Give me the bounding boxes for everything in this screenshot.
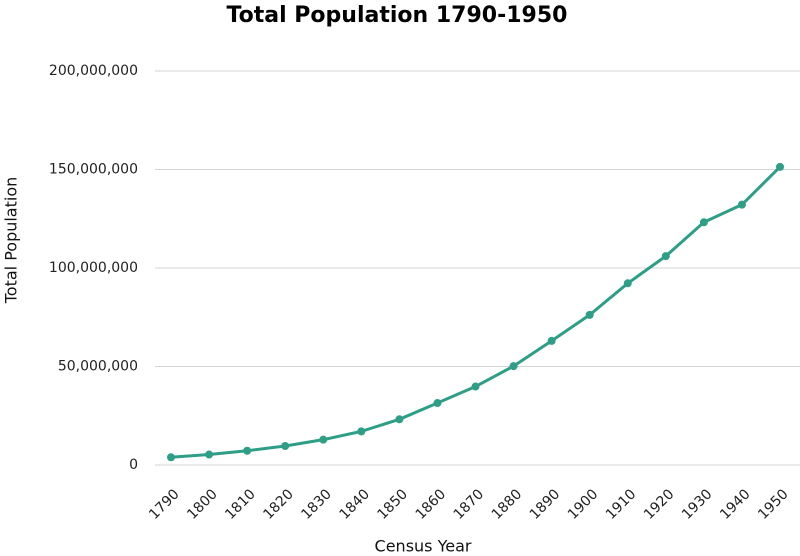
x-tick-label: 1850 [375,486,412,523]
point [585,310,594,319]
chart-title: Total Population 1790-1950 [227,3,568,28]
point [699,218,708,227]
point [281,442,290,451]
x-tick-label: 1870 [451,486,488,523]
x-tick-label: 1950 [755,486,792,523]
y-tick-label: 0 [129,457,138,473]
point [319,435,328,444]
x-tick-label: 1840 [336,486,373,523]
point [243,446,252,455]
y-tick-label: 150,000,000 [49,162,138,178]
point [623,279,632,288]
x-tick-label: 1900 [565,486,602,523]
point [357,427,366,436]
x-tick-label: 1830 [298,486,335,523]
y-tick-label: 200,000,000 [49,63,138,79]
point [205,450,214,459]
point [661,252,670,261]
x-tick-label: 1890 [527,486,564,523]
x-tick-label: 1790 [146,486,183,523]
point [167,453,175,462]
x-tick-label: 1910 [603,486,640,523]
y-tick-label: 50,000,000 [58,359,138,375]
point [776,162,784,171]
point [737,200,746,209]
point [433,399,442,408]
point [509,362,518,371]
point [547,336,556,345]
y-axis-label: Total Population [2,177,21,305]
point [395,415,404,424]
x-tick-label: 1930 [679,486,716,523]
x-tick-label: 1820 [260,486,297,523]
y-tick-label: 100,000,000 [49,260,138,276]
x-tick-label: 1880 [489,486,526,523]
x-tick-label: 1860 [413,486,450,523]
x-tick-label: 1920 [641,486,678,523]
point [471,382,480,391]
x-axis-label: Census Year [375,537,472,556]
line [170,165,782,459]
x-tick-label: 1940 [717,486,754,523]
x-tick-label: 1810 [222,486,259,523]
x-tick-label: 1800 [184,486,221,523]
